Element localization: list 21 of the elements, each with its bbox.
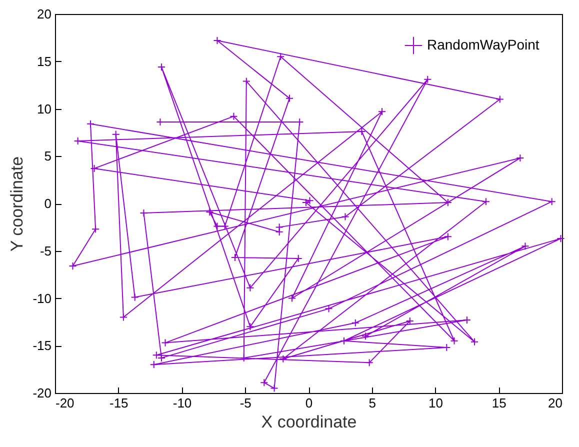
y-axis-title: Y coordinate [8,156,27,252]
x-tick-label: -20 [56,396,74,410]
x-tick-label: -5 [240,396,252,410]
y-tick-label: -15 [32,338,52,354]
x-tick-label: 5 [368,396,376,410]
x-tick-label: -10 [172,396,192,410]
x-tick-label: 20 [548,396,562,410]
x-tick-label: 10 [428,396,443,410]
y-tick-label: 0 [44,196,52,211]
y-tick-label: 15 [37,54,52,69]
legend-label: RandomWayPoint [427,36,540,52]
y-tick-label: 20 [37,6,52,22]
y-tick-label: -10 [32,290,52,306]
x-tick-label: -15 [109,396,128,410]
y-tick-label: 10 [37,101,52,116]
x-tick-label: 15 [492,396,506,410]
x-axis-title: X coordinate [261,412,357,432]
y-tick-label: -5 [40,243,52,258]
x-tick-label: 0 [305,396,313,410]
y-tick-label: 5 [44,148,52,164]
y-tick-label: -20 [32,386,52,400]
